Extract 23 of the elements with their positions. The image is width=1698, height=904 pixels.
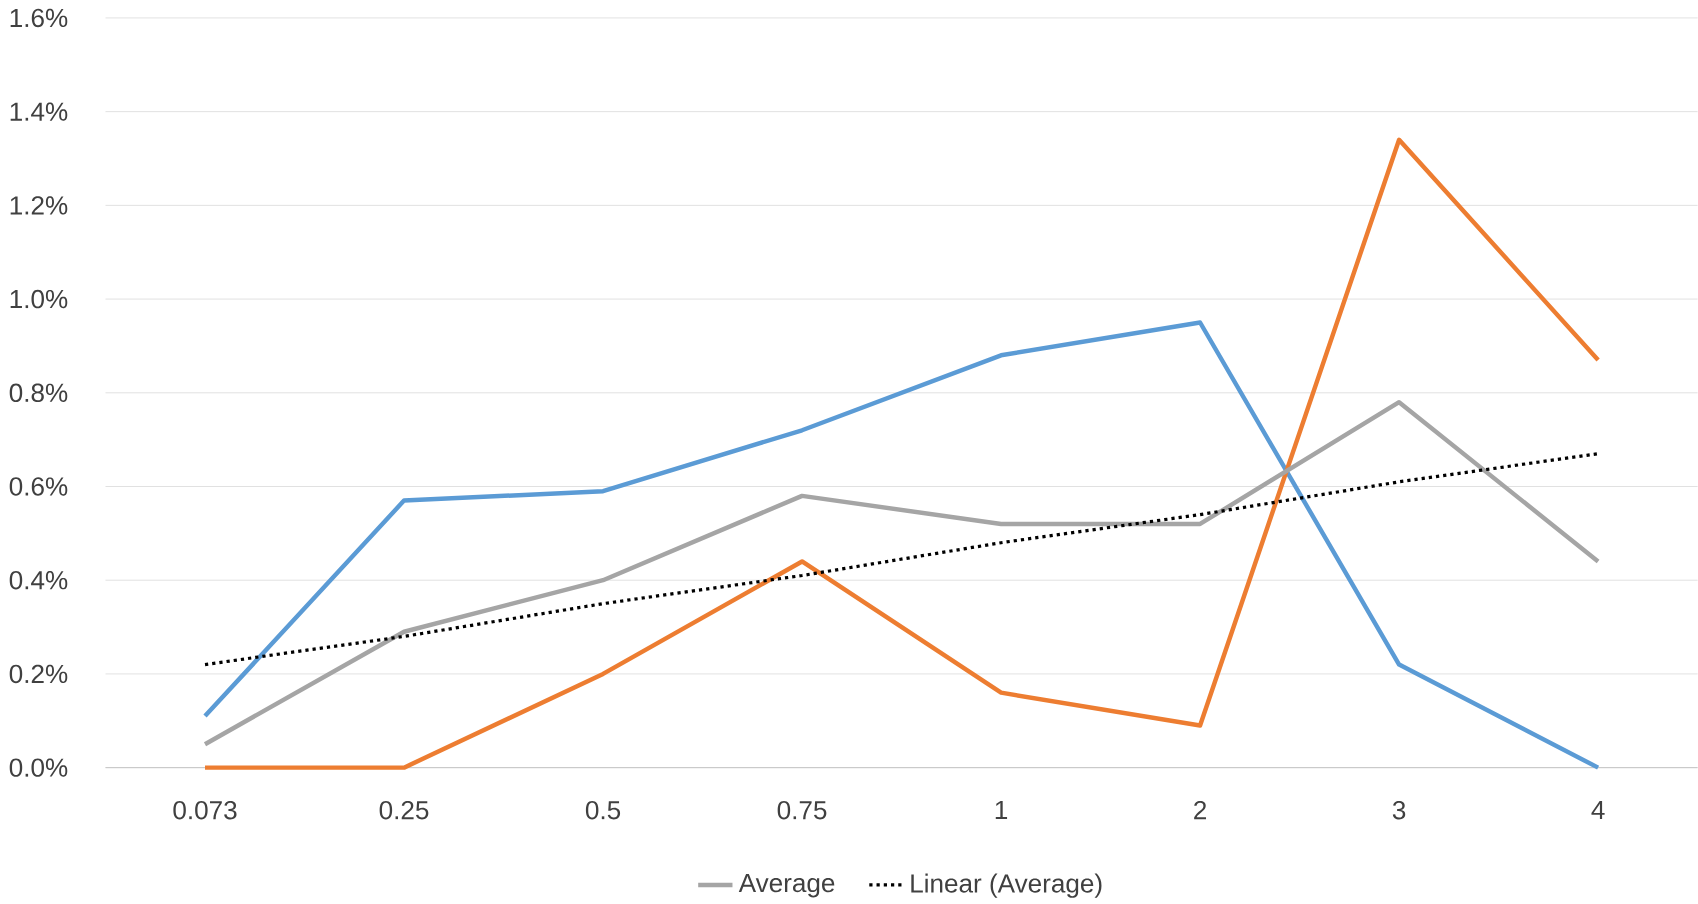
- x-tick-label: 0.75: [777, 800, 827, 820]
- y-tick-label: 0.0%: [9, 758, 68, 777]
- y-tick-label: 0.2%: [9, 664, 68, 683]
- line-series: [202, 137, 1601, 770]
- y-tick-label: 0.4%: [9, 570, 68, 590]
- x-tick-label: 4: [1591, 800, 1605, 819]
- y-tick-label: 0.8%: [9, 383, 68, 402]
- legend-label: Average: [738, 873, 835, 898]
- x-tick-label: 0.073: [173, 800, 237, 820]
- x-tick-label: 0.5: [585, 800, 621, 820]
- y-tick-label: 1.0%: [10, 289, 68, 309]
- y-tick-label: 0.6%: [9, 477, 68, 496]
- line-series: [202, 399, 1601, 747]
- x-tick-label: 3: [1392, 800, 1406, 820]
- line-series: [203, 451, 1600, 666]
- x-tick-label: 1: [995, 800, 1008, 819]
- x-tick-label: 2: [1194, 800, 1207, 819]
- y-tick-label: 1.2%: [10, 195, 68, 215]
- legend-label: Linear (Average): [911, 873, 1102, 898]
- line-series: [202, 320, 1601, 770]
- y-tick-label: 1.6%: [10, 8, 68, 27]
- x-tick-label: 0.25: [379, 800, 429, 820]
- y-tick-label: 1.4%: [10, 102, 68, 121]
